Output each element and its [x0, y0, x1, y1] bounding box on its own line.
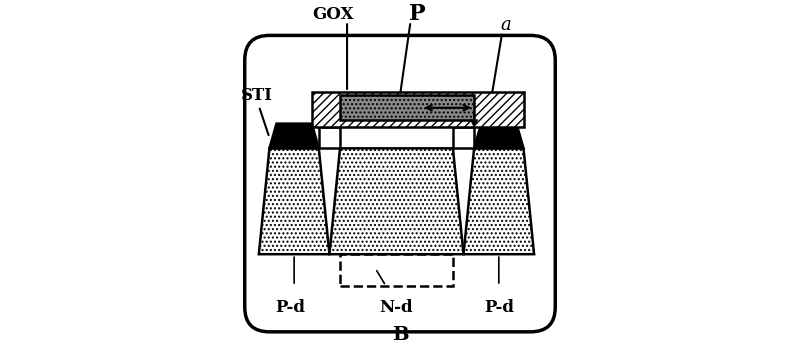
Polygon shape [330, 148, 463, 254]
Bar [340, 95, 474, 120]
Bar [340, 254, 453, 286]
Bar [312, 92, 523, 127]
Text: P-d: P-d [276, 299, 306, 316]
Polygon shape [270, 124, 319, 148]
Bar [453, 127, 474, 148]
Text: P-d: P-d [484, 299, 514, 316]
Polygon shape [463, 148, 534, 254]
Text: P: P [410, 3, 426, 25]
Text: B: B [392, 327, 408, 345]
Polygon shape [259, 148, 330, 254]
Text: N-d: N-d [380, 299, 414, 316]
Text: GOX: GOX [312, 6, 354, 23]
Bar [319, 127, 340, 148]
Text: a: a [501, 16, 511, 34]
Text: STI: STI [242, 87, 274, 104]
Polygon shape [474, 124, 523, 148]
FancyBboxPatch shape [245, 35, 555, 332]
